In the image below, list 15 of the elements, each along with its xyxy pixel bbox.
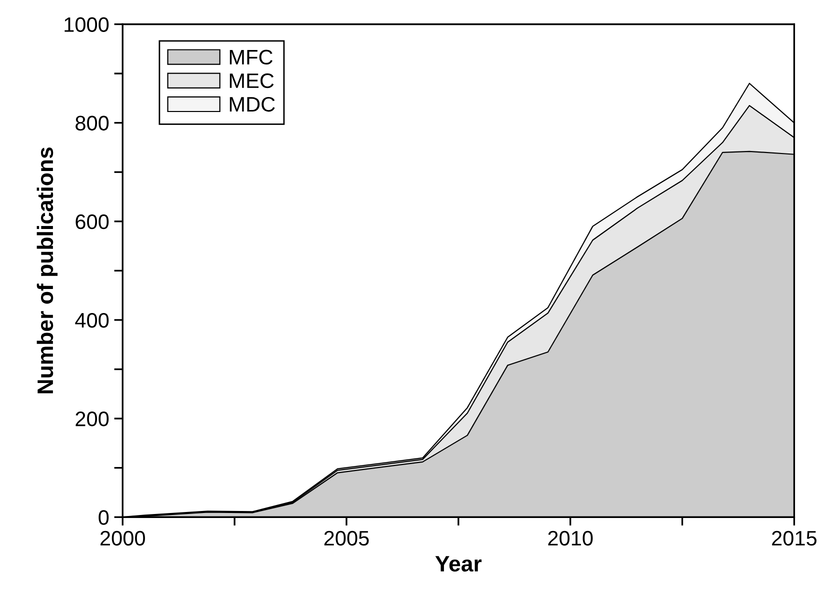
- y-tick-label: 600: [76, 214, 109, 230]
- x-tick-label: 2000: [100, 530, 145, 546]
- legend-label: MFC: [230, 50, 273, 65]
- x-tick-label: 2010: [548, 530, 593, 546]
- y-tick-label: 1000: [64, 17, 109, 32]
- x-axis-title: Year: [435, 556, 482, 572]
- x-tick-label: 2015: [772, 530, 816, 546]
- y-tick-label: 800: [76, 116, 109, 131]
- legend-label: MEC: [230, 73, 274, 88]
- legend-label: MDC: [230, 96, 275, 112]
- y-tick-label: 400: [75, 312, 109, 328]
- y-tick-label: 200: [76, 412, 109, 426]
- y-tick-label: 0: [98, 510, 109, 525]
- x-tick-label: 2005: [324, 530, 369, 546]
- y-axis-title: Number of publications: [36, 148, 58, 394]
